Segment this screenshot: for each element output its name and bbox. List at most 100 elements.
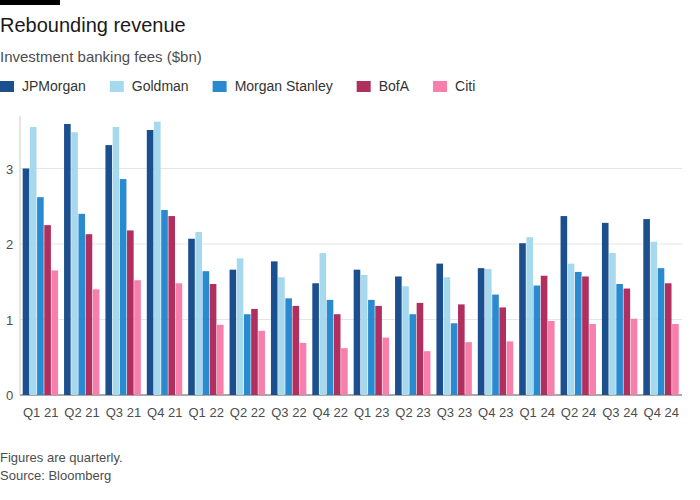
bar	[534, 286, 541, 395]
x-tick-label: Q4 23	[478, 405, 513, 420]
note: Figures are quarterly.	[0, 450, 123, 465]
bar	[354, 270, 361, 395]
legend: JPMorgan Goldman Morgan Stanley BofA Citi	[0, 78, 475, 94]
y-axis-line	[20, 116, 21, 395]
bar	[30, 127, 37, 395]
bar	[361, 275, 368, 395]
bar	[561, 216, 568, 395]
source: Source: Bloomberg	[0, 468, 111, 483]
y-tick-label: 0	[6, 388, 13, 403]
bar	[609, 253, 616, 395]
bar	[278, 277, 285, 395]
bar	[436, 264, 443, 395]
bar	[312, 283, 319, 395]
legend-swatch	[433, 81, 447, 92]
bar	[375, 306, 382, 395]
bar	[105, 145, 112, 395]
bar	[23, 169, 30, 396]
x-tick-label: Q1 23	[354, 405, 389, 420]
bar	[444, 277, 451, 395]
bar	[548, 321, 555, 395]
bar	[320, 253, 327, 395]
bar	[168, 216, 175, 395]
bar	[451, 323, 458, 395]
bar	[51, 270, 58, 395]
legend-label: Citi	[455, 78, 475, 94]
bar	[341, 348, 348, 395]
bar	[507, 341, 514, 395]
bar	[37, 197, 44, 395]
bar	[395, 276, 402, 395]
bar	[285, 298, 292, 395]
bar	[327, 300, 334, 395]
x-tick-label: Q2 21	[64, 405, 99, 420]
legend-swatch	[0, 81, 14, 92]
bar	[44, 225, 51, 395]
bar	[651, 242, 658, 395]
bar	[244, 314, 251, 395]
bar	[568, 264, 575, 395]
bar	[478, 268, 485, 395]
x-tick-label: Q1 21	[23, 405, 58, 420]
legend-label: BofA	[379, 78, 410, 94]
bar	[134, 280, 141, 395]
bar	[217, 325, 224, 395]
y-tick-label: 3	[6, 162, 13, 177]
bar	[210, 284, 217, 395]
legend-label: JPMorgan	[22, 78, 86, 94]
legend-swatch	[357, 81, 371, 92]
bar	[665, 283, 672, 395]
x-tick-label: Q2 24	[561, 405, 596, 420]
bar	[203, 271, 210, 395]
bar	[382, 338, 389, 395]
bar	[120, 179, 127, 395]
bar	[127, 230, 134, 395]
brand-bar	[0, 0, 60, 5]
x-tick-label: Q3 22	[271, 405, 306, 420]
bar	[526, 237, 533, 395]
bar	[188, 239, 195, 395]
bars	[23, 122, 679, 395]
bar	[624, 289, 631, 395]
subtitle: Investment banking fees ($bn)	[0, 48, 202, 65]
bar	[672, 324, 679, 395]
bar	[589, 324, 596, 395]
bar	[519, 243, 526, 395]
bar	[64, 124, 71, 395]
title: Rebounding revenue	[0, 14, 186, 36]
bar	[78, 214, 85, 395]
x-tick-label: Q1 22	[188, 405, 223, 420]
bar	[424, 351, 431, 395]
bar	[113, 127, 120, 395]
x-tick-label: Q3 23	[437, 405, 472, 420]
x-tick-label: Q2 23	[395, 405, 430, 420]
bar	[643, 219, 650, 395]
bar	[154, 122, 161, 395]
bar	[658, 268, 665, 395]
bar	[293, 306, 300, 395]
legend-swatch	[110, 81, 124, 92]
x-tick-label: Q2 22	[230, 405, 265, 420]
legend-label: Morgan Stanley	[235, 78, 333, 94]
bar	[300, 343, 307, 395]
bar	[93, 289, 100, 395]
bar	[417, 303, 424, 395]
bar	[230, 270, 237, 395]
x-tick-label: Q1 24	[519, 405, 554, 420]
bar	[582, 276, 589, 395]
bar	[575, 272, 582, 395]
bar	[147, 130, 154, 395]
bar	[368, 300, 375, 395]
bar	[237, 258, 244, 395]
legend-label: Goldman	[132, 78, 189, 94]
bar	[631, 319, 638, 395]
y-tick-label: 1	[6, 313, 13, 328]
bar	[616, 284, 623, 395]
bar	[499, 307, 506, 395]
grid-line	[20, 244, 682, 245]
bar	[485, 269, 492, 395]
x-tick-label: Q4 24	[644, 405, 679, 420]
x-tick-label: Q4 21	[147, 405, 182, 420]
bar	[602, 223, 609, 395]
bar	[458, 304, 465, 395]
